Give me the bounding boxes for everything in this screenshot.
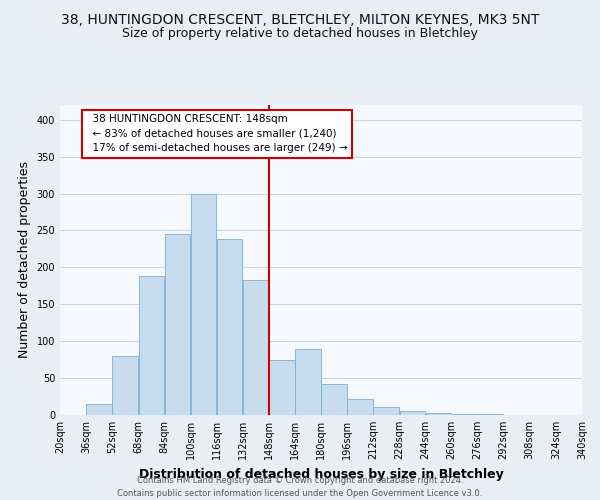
Bar — [478, 414, 503, 415]
Bar — [217, 240, 242, 415]
Bar — [191, 194, 217, 415]
Text: 38 HUNTINGDON CRESCENT: 148sqm
  ← 83% of detached houses are smaller (1,240)
  : 38 HUNTINGDON CRESCENT: 148sqm ← 83% of … — [86, 114, 348, 154]
Bar — [295, 348, 321, 415]
Bar — [269, 360, 295, 415]
Bar — [243, 280, 269, 415]
Y-axis label: Number of detached properties: Number of detached properties — [18, 162, 31, 358]
Bar — [321, 384, 347, 415]
Bar — [347, 399, 373, 415]
Bar — [400, 412, 425, 415]
Text: Size of property relative to detached houses in Bletchley: Size of property relative to detached ho… — [122, 28, 478, 40]
Bar — [86, 404, 112, 415]
Bar — [425, 413, 451, 415]
Bar — [112, 356, 138, 415]
Bar — [164, 234, 190, 415]
X-axis label: Distribution of detached houses by size in Bletchley: Distribution of detached houses by size … — [139, 468, 503, 480]
Bar — [452, 414, 478, 415]
Bar — [139, 276, 164, 415]
Text: 38, HUNTINGDON CRESCENT, BLETCHLEY, MILTON KEYNES, MK3 5NT: 38, HUNTINGDON CRESCENT, BLETCHLEY, MILT… — [61, 12, 539, 26]
Text: Contains HM Land Registry data © Crown copyright and database right 2024.
Contai: Contains HM Land Registry data © Crown c… — [118, 476, 482, 498]
Bar — [373, 407, 399, 415]
